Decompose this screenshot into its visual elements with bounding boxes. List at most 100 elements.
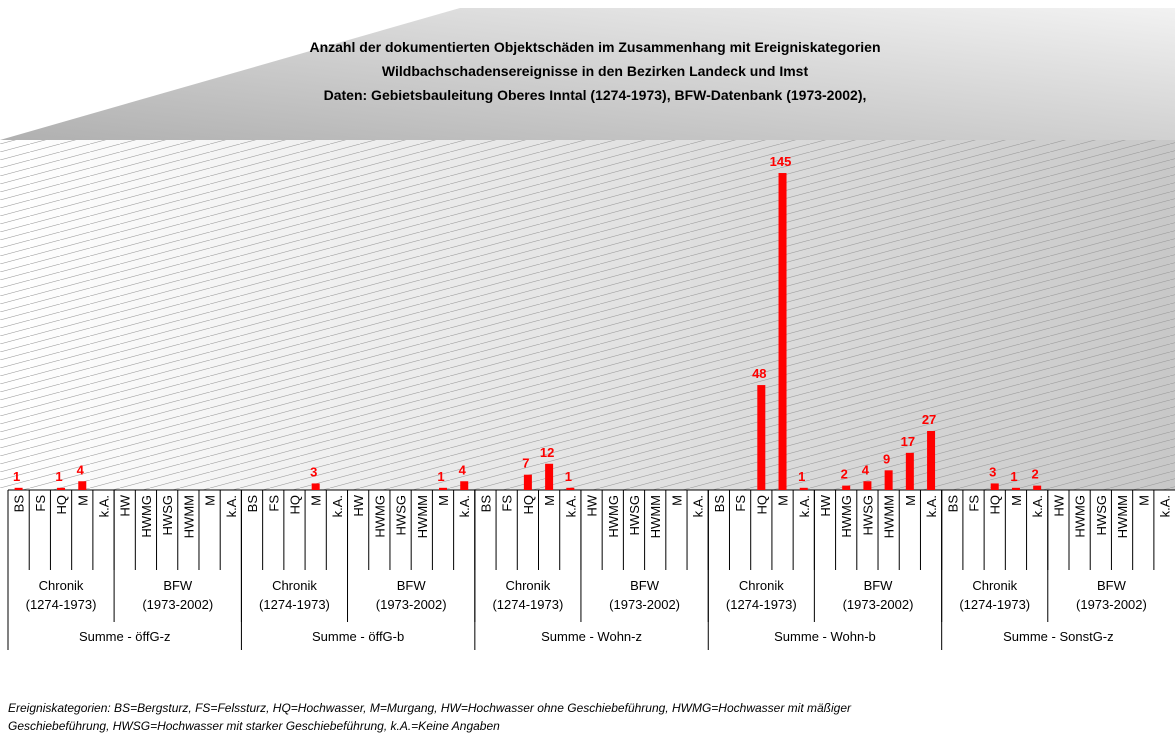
x-tick-label: k.A. xyxy=(1157,495,1172,517)
value-label: 1 xyxy=(55,469,62,484)
subgroup-label: Chronik xyxy=(272,578,317,593)
x-tick-label: HWMG xyxy=(606,495,621,538)
x-tick-label: M xyxy=(436,495,451,506)
x-tick-label: BS xyxy=(478,495,493,513)
bar xyxy=(523,474,532,490)
value-label: 9 xyxy=(883,451,890,466)
bar xyxy=(14,487,23,490)
x-tick-label: HQ xyxy=(988,495,1003,515)
x-tick-label: HWMM xyxy=(415,495,430,538)
subgroup-label: BFW xyxy=(864,578,894,593)
x-tick-label: HW xyxy=(1051,494,1066,516)
x-tick-label: HW xyxy=(118,494,133,516)
bar xyxy=(927,430,936,490)
x-tick-label: M xyxy=(75,495,90,506)
subgroup-period: (1274-1973) xyxy=(959,597,1030,612)
subgroup-label: Chronik xyxy=(972,578,1017,593)
value-label: 4 xyxy=(862,462,870,477)
x-tick-label: FS xyxy=(500,495,515,512)
x-tick-label: k.A. xyxy=(924,495,939,517)
subgroup-period: (1973-2002) xyxy=(1076,597,1147,612)
x-tick-label: BS xyxy=(12,495,27,513)
group-label: Summe - öffG-z xyxy=(79,629,171,644)
x-tick-label: HWMG xyxy=(372,495,387,538)
x-tick-label: HWMM xyxy=(882,495,897,538)
x-tick-label: k.A. xyxy=(330,495,345,517)
bar xyxy=(757,385,766,490)
x-tick-label: HWMG xyxy=(839,495,854,538)
value-label: 1 xyxy=(1010,469,1017,484)
header-panel xyxy=(0,8,1175,140)
footnote: Ereigniskategorien: BS=Bergsturz, FS=Fel… xyxy=(8,701,852,715)
chart-title: Daten: Gebietsbauleitung Oberes Inntal (… xyxy=(324,87,867,103)
bar xyxy=(78,481,87,490)
subgroup-period: (1274-1973) xyxy=(492,597,563,612)
x-tick-label: HWSG xyxy=(627,495,642,535)
x-tick-label: HWMM xyxy=(648,495,663,538)
subgroup-period: (1274-1973) xyxy=(26,597,97,612)
x-tick-label: M xyxy=(903,495,918,506)
subgroup-label: BFW xyxy=(630,578,660,593)
value-label: 1 xyxy=(437,469,444,484)
value-label: 27 xyxy=(922,412,936,427)
value-label: 12 xyxy=(540,445,554,460)
subgroup-period: (1973-2002) xyxy=(142,597,213,612)
x-tick-label: k.A. xyxy=(691,495,706,517)
subgroup-period: (1973-2002) xyxy=(376,597,447,612)
bar xyxy=(57,487,66,490)
bar xyxy=(799,487,808,490)
value-label: 4 xyxy=(459,462,467,477)
x-tick-label: HW xyxy=(818,494,833,516)
x-tick-label: HWSG xyxy=(1094,495,1109,535)
bar xyxy=(545,463,554,490)
value-label: 48 xyxy=(752,366,766,381)
x-tick-label: FS xyxy=(967,495,982,512)
value-label: 4 xyxy=(77,462,85,477)
bar xyxy=(439,487,448,490)
x-tick-label: M xyxy=(309,495,324,506)
x-tick-label: FS xyxy=(733,495,748,512)
value-label: 1 xyxy=(798,469,805,484)
subgroup-label: Chronik xyxy=(39,578,84,593)
subgroup-label: BFW xyxy=(1097,578,1127,593)
subgroup-period: (1274-1973) xyxy=(726,597,797,612)
x-tick-label: k.A. xyxy=(563,495,578,517)
x-tick-label: HQ xyxy=(287,495,302,515)
x-tick-label: k.A. xyxy=(797,495,812,517)
value-label: 1 xyxy=(13,469,20,484)
group-label: Summe - Wohn-b xyxy=(774,629,876,644)
x-tick-label: M xyxy=(542,495,557,506)
bar xyxy=(990,483,999,490)
value-label: 3 xyxy=(310,464,317,479)
bar xyxy=(1033,485,1042,490)
x-tick-label: HWMM xyxy=(1115,495,1130,538)
bar xyxy=(778,173,787,490)
value-label: 145 xyxy=(770,154,792,169)
x-tick-label: HWMM xyxy=(181,495,196,538)
subgroup-label: Chronik xyxy=(739,578,784,593)
x-tick-label: HW xyxy=(351,494,366,516)
value-label: 3 xyxy=(989,464,996,479)
group-label: Summe - SonstG-z xyxy=(1003,629,1114,644)
bar xyxy=(842,485,851,490)
x-tick-label: FS xyxy=(33,495,48,512)
x-tick-label: M xyxy=(1009,495,1024,506)
x-tick-label: M xyxy=(776,495,791,506)
chart-title: Anzahl der dokumentierten Objektschäden … xyxy=(309,39,880,55)
x-tick-label: HWMG xyxy=(1073,495,1088,538)
value-label: 2 xyxy=(1032,467,1039,482)
subgroup-label: BFW xyxy=(163,578,193,593)
x-tick-label: HWMG xyxy=(139,495,154,538)
x-tick-label: BS xyxy=(712,495,727,513)
subgroup-label: BFW xyxy=(397,578,427,593)
x-tick-label: M xyxy=(669,495,684,506)
bar xyxy=(1011,487,1020,490)
group-label: Summe - Wohn-z xyxy=(541,629,642,644)
x-tick-label: HWSG xyxy=(160,495,175,535)
x-tick-label: HQ xyxy=(521,495,536,515)
chart-title: Wildbachschadensereignisse in den Bezirk… xyxy=(382,63,809,79)
subgroup-label: Chronik xyxy=(505,578,550,593)
bar xyxy=(460,481,469,490)
x-tick-label: BS xyxy=(945,495,960,513)
x-tick-label: k.A. xyxy=(1030,495,1045,517)
